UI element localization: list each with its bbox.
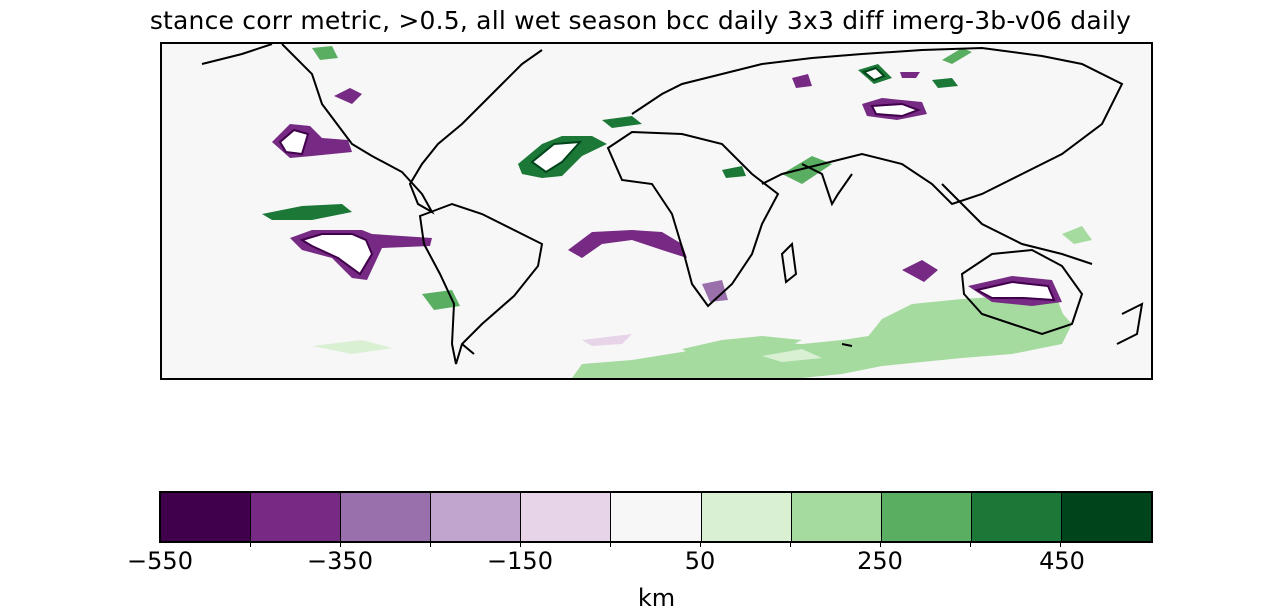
colorbar-segment [161, 493, 252, 541]
north-america-coast [201, 44, 543, 215]
antarctic-islands [461, 343, 853, 355]
colorbar-tick-label: 50 [684, 547, 716, 575]
colorbar-segment [521, 493, 612, 541]
southern-ocean-band [312, 296, 1072, 378]
colorbar-segment [431, 493, 522, 541]
colorbar-tickmark [430, 541, 431, 547]
colorbar-tick-label: −350 [307, 547, 373, 575]
colorbar-segment [611, 493, 702, 541]
colorbar-tickmark [970, 541, 971, 547]
southeast-asia-coast [941, 183, 1093, 265]
colorbar-segment [881, 493, 972, 541]
australia-coast [960, 248, 1084, 336]
europe-asia-coast [631, 46, 1124, 206]
colorbar-tickmark [880, 541, 881, 547]
colorbar-tickmark [790, 541, 791, 547]
colorbar-segment [1061, 493, 1152, 541]
colorbar-label: km [637, 584, 676, 612]
south-america-coast [418, 202, 544, 365]
colorbar-tickmark [610, 541, 611, 547]
colorbar-tick-label: 250 [857, 547, 903, 575]
negative-anomaly-regions [272, 72, 1062, 306]
colorbar [159, 491, 1153, 543]
colorbar-segment [341, 493, 432, 541]
colorbar-tickmark [250, 541, 251, 547]
colorbar-tickmark [1060, 541, 1061, 547]
colorbar-segment [791, 493, 882, 541]
africa-coast [606, 130, 780, 308]
colorbar-tick-label: −150 [487, 547, 553, 575]
coastlines [201, 44, 1144, 365]
new-zealand-coast [1116, 302, 1144, 345]
colorbar-tickmark [700, 541, 701, 547]
colorbar-segment [971, 493, 1062, 541]
madagascar-coast [780, 241, 798, 284]
map-title: stance corr metric, >0.5, all wet season… [149, 6, 1132, 35]
colorbar-segment [701, 493, 792, 541]
map-canvas [201, 44, 1144, 378]
colorbar-tick-label: −550 [127, 547, 193, 575]
india-coast [801, 163, 853, 207]
positive-anomaly-regions [262, 46, 1092, 310]
colorbar-tickmark [520, 541, 521, 547]
map-panel [160, 42, 1153, 380]
colorbar-tickmark [340, 541, 341, 547]
colorbar-segment [251, 493, 342, 541]
colorbar-tick-label: 450 [1039, 547, 1085, 575]
